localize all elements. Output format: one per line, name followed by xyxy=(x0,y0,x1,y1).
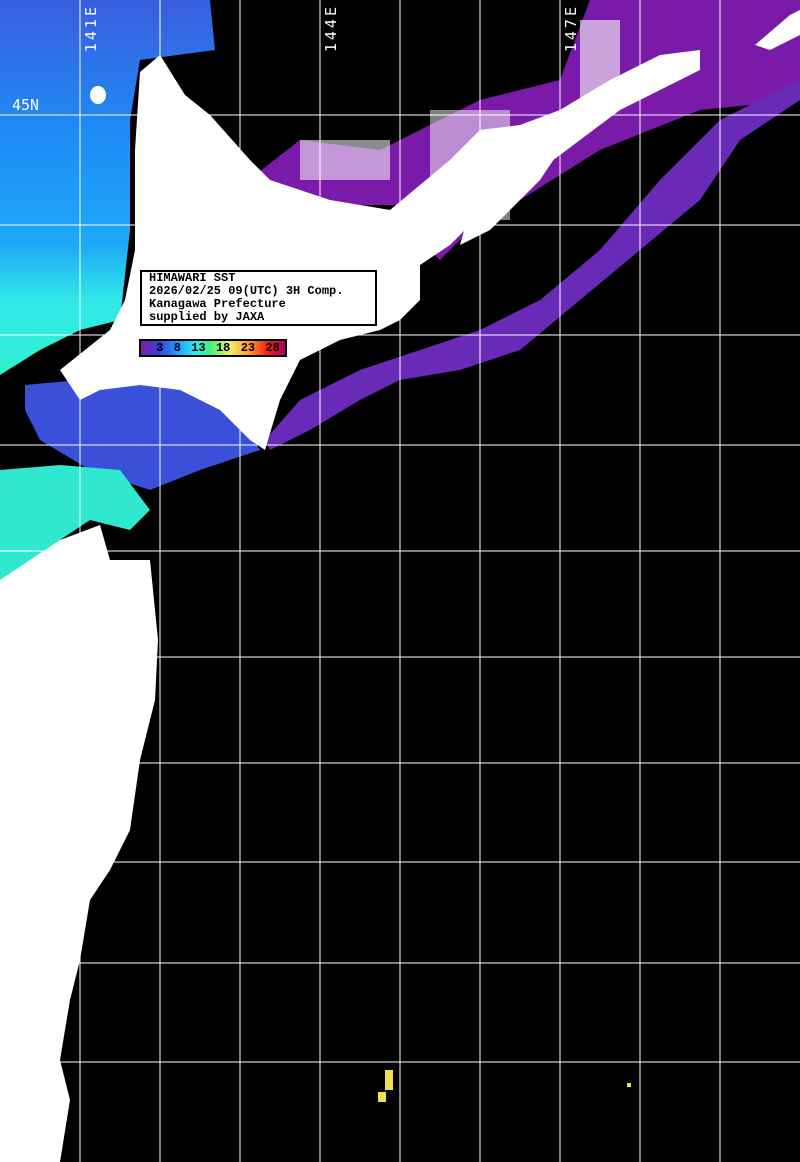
title-line: HIMAWARI SST xyxy=(149,271,236,285)
colorbar-tick: 3 xyxy=(156,341,164,355)
shiretoko-land xyxy=(755,10,800,50)
sst-colorbar: 3 8 13 18 23 28 xyxy=(139,339,287,357)
colorbar-tick: 8 xyxy=(173,341,181,355)
lat-label-45n: 45N xyxy=(12,96,40,114)
datetime-line: 2026/02/25 09(UTC) 3H Comp. xyxy=(149,284,344,298)
colorbar-tick: 23 xyxy=(240,341,256,355)
sea-of-japan-sst xyxy=(0,0,215,375)
pacific-sst xyxy=(265,80,800,450)
lon-label-144e: 144E xyxy=(322,4,340,53)
colorbar-tick: 13 xyxy=(191,341,206,355)
tsugaru-sst xyxy=(25,375,260,490)
colorbar-tick: 18 xyxy=(215,341,231,355)
colorbar-tick: 28 xyxy=(265,341,280,355)
lon-label-147e: 147E xyxy=(562,4,580,53)
honshu-land xyxy=(0,525,158,1162)
source-line: Kanagawa Prefecture xyxy=(149,297,286,311)
credit-line: supplied by JAXA xyxy=(149,310,265,324)
rishiri-land xyxy=(90,86,106,104)
warm-pixels xyxy=(378,1070,631,1102)
title-box: HIMAWARI SST 2026/02/25 09(UTC) 3H Comp.… xyxy=(140,270,377,326)
lon-label-141e: 141E xyxy=(82,4,100,53)
kunashiri-land xyxy=(460,150,560,245)
